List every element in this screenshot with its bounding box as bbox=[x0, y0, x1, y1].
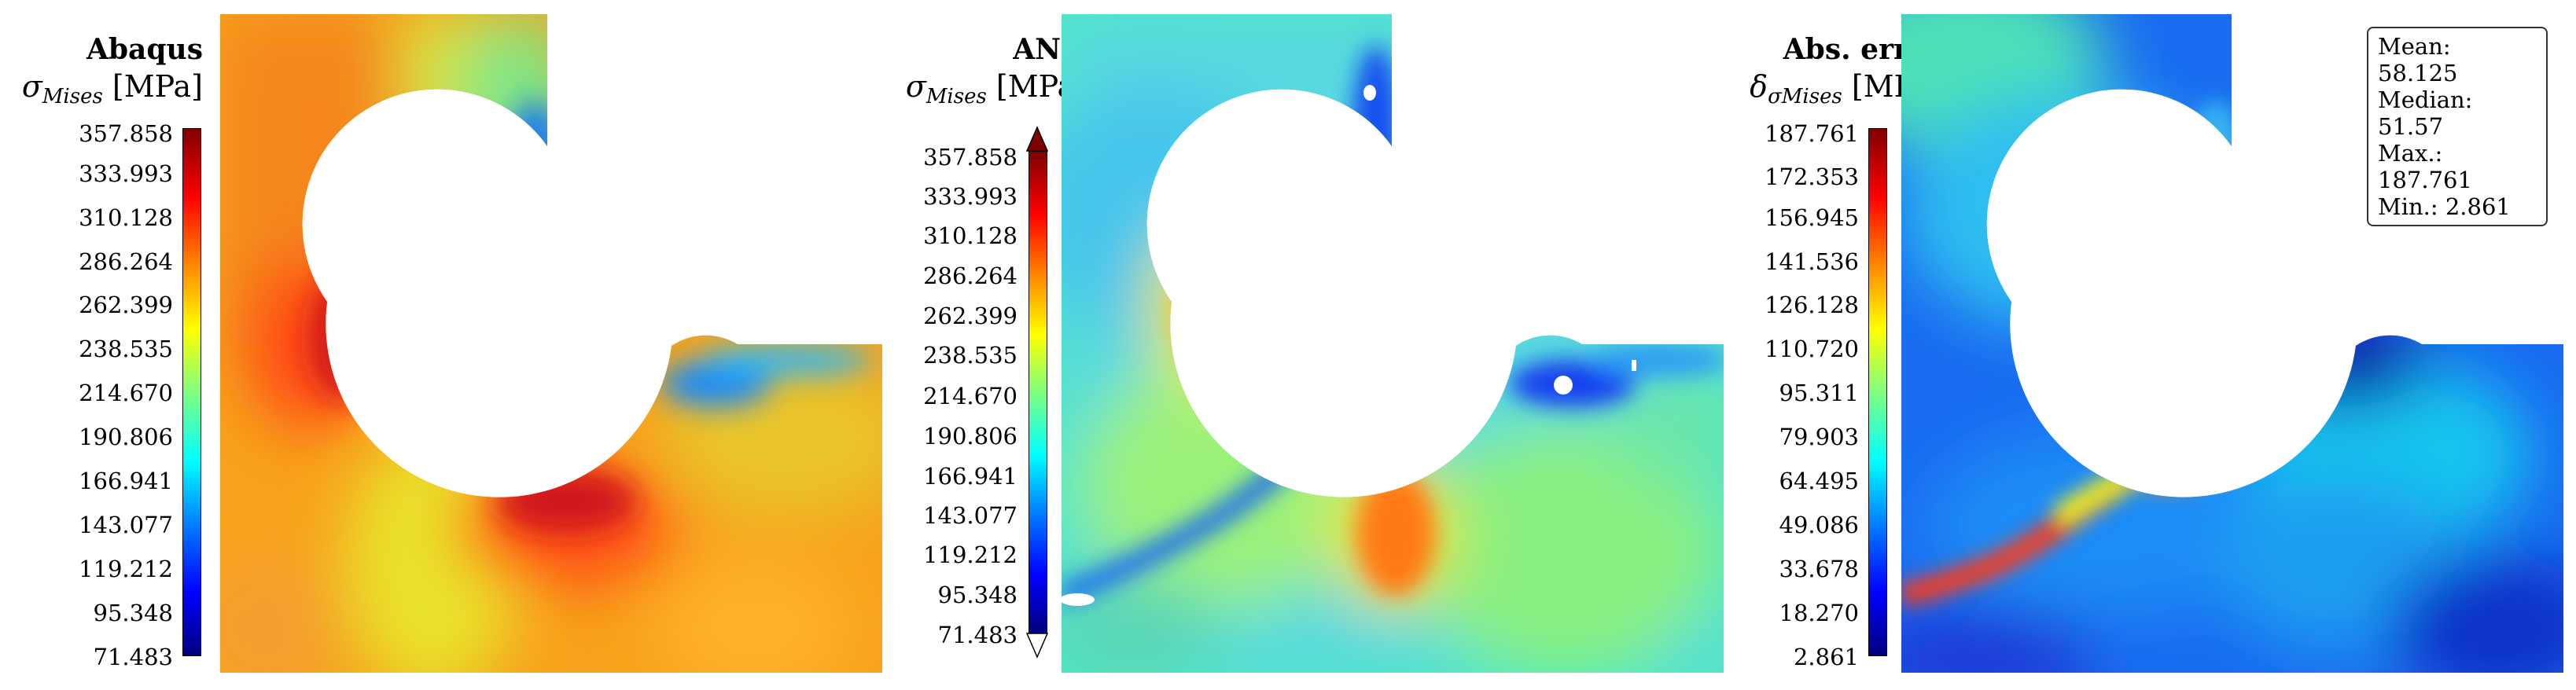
tick-label: 262.399 bbox=[79, 292, 173, 318]
tick-label: 95.311 bbox=[1779, 380, 1859, 406]
tick-label: 187.761 bbox=[1765, 120, 1859, 147]
tick-label: 33.678 bbox=[1779, 556, 1859, 582]
tick-label: 286.264 bbox=[79, 248, 173, 275]
tick-label: 172.353 bbox=[1765, 163, 1859, 190]
tick-label: 310.128 bbox=[79, 204, 173, 231]
tick-label: 214.670 bbox=[79, 380, 173, 406]
quantity-subscript: σMises bbox=[1768, 85, 1842, 108]
stat-min: Min.: 2.861 bbox=[2378, 193, 2511, 220]
tick-label: 143.077 bbox=[923, 502, 1018, 529]
tick-label: 71.483 bbox=[93, 644, 173, 670]
tick-label: 110.720 bbox=[1765, 336, 1859, 362]
colorbar bbox=[182, 128, 201, 656]
tick-label: 18.270 bbox=[1779, 600, 1859, 626]
stress-field-abaqus bbox=[220, 14, 882, 673]
quantity-subscript: Mises bbox=[926, 85, 987, 108]
tick-label: 357.858 bbox=[79, 120, 173, 147]
abaqus-panel: Abaqus σMises [MPa] 357.858 333.993 310.… bbox=[0, 0, 882, 690]
colorbar-arrow-top bbox=[1025, 126, 1049, 152]
quantity-symbol: δ bbox=[1750, 69, 1768, 104]
tick-label: 357.858 bbox=[923, 144, 1018, 171]
tick-label: 190.806 bbox=[79, 424, 173, 450]
quantity-symbol: σ bbox=[21, 69, 42, 104]
quantity-unit: [MPa] bbox=[112, 69, 203, 104]
tick-label: 141.536 bbox=[1765, 248, 1859, 275]
colorbar bbox=[1029, 151, 1047, 633]
tick-label: 190.806 bbox=[923, 423, 1018, 450]
tick-label: 166.941 bbox=[79, 468, 173, 494]
error-field bbox=[1901, 14, 2563, 673]
tick-label: 71.483 bbox=[937, 622, 1018, 648]
stat-max: Max.: 187.761 bbox=[2378, 140, 2472, 193]
tick-label: 238.535 bbox=[923, 342, 1018, 369]
colorbar-tick-labels: 187.761 172.353 156.945 141.536 126.128 … bbox=[1702, 0, 1859, 690]
stat-mean: Mean: 58.125 bbox=[2378, 33, 2458, 86]
panel-quantity-label: σMises [MPa] bbox=[22, 69, 203, 108]
tick-label: 333.993 bbox=[79, 160, 173, 187]
colorbar-arrow-bottom bbox=[1025, 633, 1049, 659]
tick-label: 166.941 bbox=[923, 463, 1018, 490]
error-statistics-box: Mean: 58.125 Median: 51.57 Max.: 187.761… bbox=[2367, 27, 2548, 226]
tick-label: 119.212 bbox=[79, 556, 173, 582]
tick-label: 143.077 bbox=[79, 512, 173, 538]
quantity-symbol: σ bbox=[905, 69, 926, 104]
stress-field-ann bbox=[1062, 14, 1724, 673]
tick-label: 95.348 bbox=[937, 582, 1018, 608]
tick-label: 156.945 bbox=[1765, 204, 1859, 231]
quantity-subscript: Mises bbox=[42, 85, 103, 108]
colorbar-tick-labels: 357.858 333.993 310.128 286.264 262.399 … bbox=[860, 0, 1018, 690]
tick-label: 286.264 bbox=[923, 262, 1018, 289]
tick-label: 238.535 bbox=[79, 336, 173, 362]
tick-label: 119.212 bbox=[923, 541, 1018, 568]
colorbar bbox=[1868, 128, 1887, 656]
tick-label: 95.348 bbox=[93, 600, 173, 626]
abs-error-panel: Abs. error δσMises [MPa] 187.761 172.353… bbox=[1698, 0, 2563, 690]
tick-label: 310.128 bbox=[923, 222, 1018, 249]
ann-panel: ANN σMises [MPa] 357.858 333.993 310.128… bbox=[849, 0, 1724, 690]
tick-label: 126.128 bbox=[1765, 292, 1859, 318]
colorbar-tick-labels: 357.858 333.993 310.128 286.264 262.399 … bbox=[16, 0, 173, 690]
tick-label: 64.495 bbox=[1779, 468, 1859, 494]
stat-median: Median: 51.57 bbox=[2378, 86, 2473, 140]
tick-label: 49.086 bbox=[1779, 512, 1859, 538]
panel-title: Abaqus bbox=[86, 33, 203, 66]
tick-label: 333.993 bbox=[923, 183, 1018, 210]
tick-label: 262.399 bbox=[923, 303, 1018, 329]
tick-label: 2.861 bbox=[1793, 644, 1859, 670]
tick-label: 79.903 bbox=[1779, 424, 1859, 450]
tick-label: 214.670 bbox=[923, 383, 1018, 409]
